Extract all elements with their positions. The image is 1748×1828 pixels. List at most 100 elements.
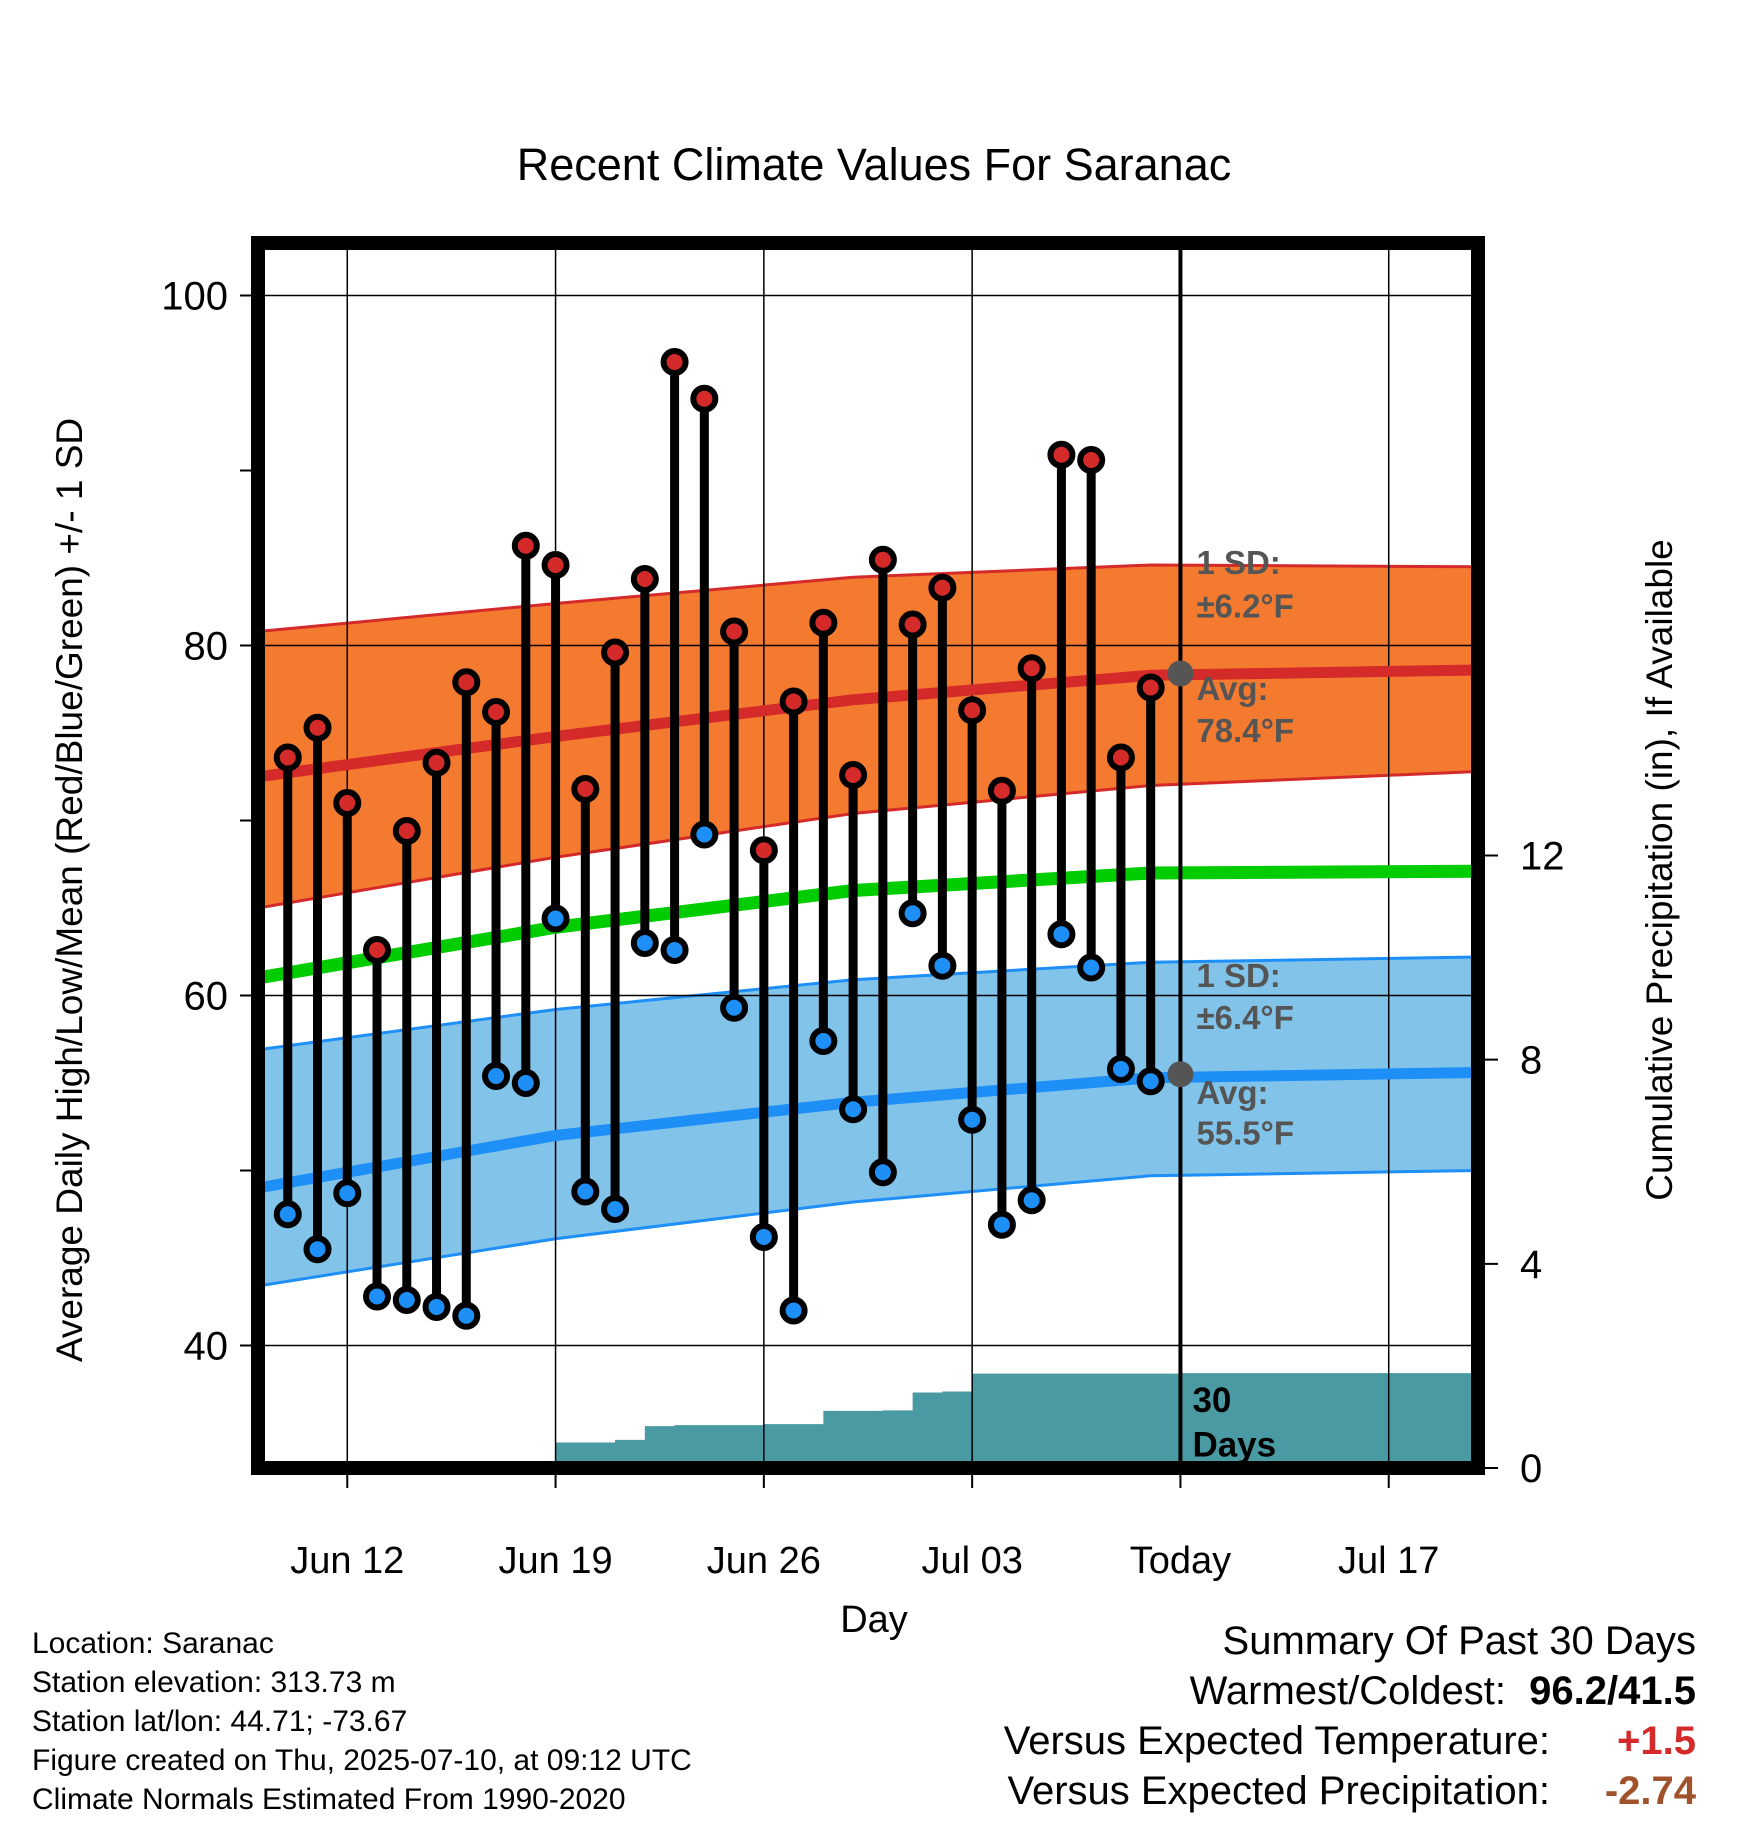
daily-low-point xyxy=(363,1282,392,1311)
y-tick-label: 40 xyxy=(184,1325,229,1369)
daily-high-point xyxy=(273,743,302,772)
daily-low-point xyxy=(630,929,659,957)
daily-low-point xyxy=(1106,1055,1135,1083)
daily-low-point xyxy=(928,951,957,980)
low-sd-value: ±6.4°F xyxy=(1196,999,1293,1036)
daily-low-point xyxy=(898,899,927,928)
daily-high-point xyxy=(1136,673,1165,702)
daily-low-point xyxy=(273,1200,302,1229)
daily-high-point xyxy=(511,531,540,560)
daily-low-point xyxy=(958,1105,987,1134)
daily-high-point xyxy=(422,748,451,777)
temp-value: +1.5 xyxy=(1617,1719,1696,1763)
y2-tick-label: 12 xyxy=(1520,835,1565,879)
daily-low-point xyxy=(1136,1067,1165,1096)
daily-high-point xyxy=(809,608,838,637)
y2-tick-label: 4 xyxy=(1520,1243,1542,1287)
x-tick-label: Today xyxy=(1130,1540,1231,1582)
daily-high-point xyxy=(363,936,392,964)
temp-row: Versus Expected Temperature: +1.5 xyxy=(1004,1716,1696,1766)
latlon-text: Station lat/lon: 44.71; -73.67 xyxy=(32,1705,408,1738)
daily-low-point xyxy=(541,904,570,933)
daily-low-point xyxy=(303,1235,332,1264)
today-high-avg-marker xyxy=(1167,660,1194,687)
daily-low-point xyxy=(987,1210,1016,1239)
daily-high-point xyxy=(601,638,630,667)
daily-low-point xyxy=(452,1301,481,1330)
daily-high-point xyxy=(720,617,749,646)
y2-axis-label: Cumulative Precipitation (in), If Availa… xyxy=(1639,539,1680,1201)
plot-area xyxy=(258,243,1478,1468)
low-sd-lower-edge xyxy=(258,1169,1478,1288)
daily-high-point xyxy=(1047,440,1076,469)
x-tick-label: Jul 03 xyxy=(921,1540,1022,1582)
warm-cold-label: Warmest/Coldest: xyxy=(1189,1669,1506,1713)
daily-low-point xyxy=(779,1296,808,1325)
low-avg-value: 55.5°F xyxy=(1196,1114,1294,1151)
summary-panel: Summary Of Past 30 Days Warmest/Coldest:… xyxy=(1004,1616,1696,1816)
daily-low-point xyxy=(1047,920,1076,949)
daily-high-point xyxy=(987,776,1016,805)
daily-low-point xyxy=(1077,953,1106,982)
high-normal-line xyxy=(258,664,1478,783)
x-tick-label: Jun 19 xyxy=(499,1540,613,1582)
daily-low-point xyxy=(660,936,689,964)
daily-high-point xyxy=(452,668,481,697)
high-sd-band xyxy=(258,565,1478,908)
daily-high-point xyxy=(303,713,332,742)
x-axis-label: Day xyxy=(840,1599,908,1641)
daily-low-point xyxy=(571,1177,600,1206)
precip-label: Versus Expected Precipitation: xyxy=(1007,1769,1550,1813)
daily-low-point xyxy=(839,1095,868,1124)
low-sd-band xyxy=(258,957,1478,1286)
daily-low-point xyxy=(868,1158,897,1187)
today-low-avg-marker xyxy=(1167,1061,1194,1088)
created-text: Figure created on Thu, 2025-07-10, at 09… xyxy=(32,1744,692,1777)
high-avg-value: 78.4°F xyxy=(1196,712,1294,749)
y-axis-label: Average Daily High/Low/Mean (Red/Blue/Gr… xyxy=(49,418,90,1362)
precip-value: -2.74 xyxy=(1604,1769,1696,1813)
precip-area xyxy=(258,1373,1478,1468)
high-sd-label: 1 SD: xyxy=(1196,544,1280,581)
y2-tick-label: 8 xyxy=(1520,1039,1542,1083)
temp-label: Versus Expected Temperature: xyxy=(1003,1719,1550,1763)
daily-high-point xyxy=(571,775,600,803)
daily-high-point xyxy=(898,610,927,639)
daily-high-point xyxy=(868,545,897,574)
daily-high-point xyxy=(660,348,689,376)
normals-text: Climate Normals Estimated From 1990-2020 xyxy=(32,1783,626,1816)
y-tick-label: 100 xyxy=(161,275,228,319)
low-sd-label: 1 SD: xyxy=(1196,957,1280,994)
daily-low-point xyxy=(482,1062,511,1090)
precip-label-line1: 30 xyxy=(1192,1381,1231,1420)
low-avg-label: Avg: xyxy=(1196,1074,1268,1111)
daily-low-point xyxy=(601,1195,630,1223)
precip-row: Versus Expected Precipitation: -2.74 xyxy=(1004,1766,1696,1816)
y-tick-label: 60 xyxy=(184,975,229,1019)
x-tick-label: Jun 26 xyxy=(707,1540,821,1582)
daily-low-point xyxy=(1017,1186,1046,1215)
daily-low-point xyxy=(392,1286,421,1314)
daily-low-point xyxy=(720,993,749,1022)
warm-cold-value: 96.2/41.5 xyxy=(1529,1669,1696,1713)
daily-low-point xyxy=(809,1027,838,1055)
elevation-text: Station elevation: 313.73 m xyxy=(32,1666,396,1699)
station-info: Location: Saranac Station elevation: 313… xyxy=(32,1624,692,1819)
daily-high-point xyxy=(392,817,421,845)
daily-high-point xyxy=(928,573,957,602)
daily-high-point xyxy=(1077,446,1106,474)
y2-tick-label: 0 xyxy=(1520,1447,1542,1491)
daily-low-point xyxy=(511,1069,540,1097)
daily-high-point xyxy=(958,696,987,725)
summary-title: Summary Of Past 30 Days xyxy=(1222,1619,1696,1663)
daily-low-point xyxy=(690,820,719,849)
daily-high-point xyxy=(690,384,719,413)
location-text: Location: Saranac xyxy=(32,1627,274,1660)
daily-high-point xyxy=(333,789,362,817)
daily-low-point xyxy=(333,1179,362,1208)
daily-high-point xyxy=(1106,743,1135,772)
y-tick-label: 80 xyxy=(184,625,229,669)
chart-title: Recent Climate Values For Saranac xyxy=(517,139,1232,190)
daily-low-point xyxy=(749,1223,778,1251)
daily-high-point xyxy=(779,687,808,716)
